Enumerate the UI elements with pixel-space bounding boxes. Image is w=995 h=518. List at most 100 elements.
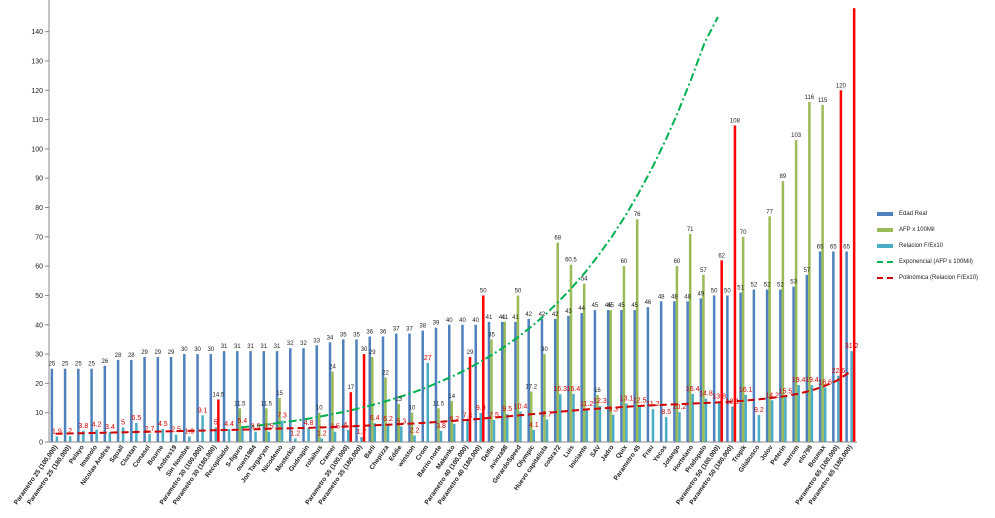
bar-0 bbox=[779, 289, 782, 442]
data-label-blue: 57 bbox=[804, 268, 811, 274]
data-label-blue: 42 bbox=[539, 312, 546, 318]
data-label-relacion: 5 bbox=[214, 419, 218, 426]
bar-3 bbox=[362, 354, 366, 442]
data-label-green: 115 bbox=[818, 98, 828, 104]
data-label-green: 60.5 bbox=[565, 258, 577, 264]
data-label-relacion: 7.7 bbox=[542, 411, 552, 418]
legend-swatch bbox=[877, 261, 893, 263]
data-label-blue: 32 bbox=[300, 341, 307, 347]
data-label-green: 15 bbox=[276, 391, 283, 397]
bar-2 bbox=[307, 427, 310, 442]
data-label-relacion: 4.2 bbox=[92, 422, 102, 429]
data-label-green: 10 bbox=[316, 406, 323, 412]
data-label-relacion: 15.5 bbox=[779, 389, 793, 396]
bar-2 bbox=[347, 429, 350, 442]
bar-1 bbox=[384, 377, 387, 442]
bar-0 bbox=[567, 315, 570, 442]
bar-0 bbox=[169, 357, 173, 442]
bar-2 bbox=[837, 375, 840, 442]
y-tick-label: 70 bbox=[35, 234, 43, 241]
bar-1 bbox=[781, 181, 785, 442]
data-label-blue: 31 bbox=[221, 344, 228, 350]
data-label-green: 11.5 bbox=[433, 401, 445, 407]
legend-item-edad-real: Edad Real bbox=[877, 206, 995, 222]
bar-0 bbox=[500, 321, 504, 442]
bar-0 bbox=[355, 339, 358, 442]
bar-0 bbox=[606, 310, 610, 442]
data-label-green: 116 bbox=[805, 95, 815, 101]
data-label-blue: 42 bbox=[552, 312, 559, 318]
bar-0 bbox=[686, 301, 689, 442]
bar-2 bbox=[174, 434, 178, 442]
bar-2 bbox=[439, 430, 443, 442]
data-label-blue: 65 bbox=[843, 244, 850, 250]
bar-2 bbox=[373, 423, 377, 442]
data-label-relacion: 13.8 bbox=[712, 394, 726, 401]
legend-swatch bbox=[877, 277, 893, 279]
data-label-relacion: 11.2 bbox=[580, 401, 593, 408]
data-label-relacion: 3.4 bbox=[105, 424, 115, 431]
data-label-blue: 32 bbox=[287, 341, 294, 347]
data-label-blue: 45 bbox=[605, 303, 612, 309]
bar-2 bbox=[82, 430, 85, 442]
bar-0 bbox=[580, 313, 583, 442]
data-label-relacion: 31,2 bbox=[845, 343, 859, 350]
bar-2 bbox=[757, 415, 761, 442]
data-label-relacion: 4.1 bbox=[529, 422, 539, 429]
data-label-blue: 45 bbox=[631, 303, 638, 309]
data-label-red: 120 bbox=[836, 83, 847, 89]
legend-swatch bbox=[877, 212, 893, 216]
data-label-relacion: 16.4 bbox=[567, 386, 581, 393]
bar-1 bbox=[675, 266, 679, 442]
bar-0 bbox=[77, 368, 80, 442]
data-label-relacion: 16.3 bbox=[553, 386, 567, 393]
bar-2 bbox=[227, 429, 231, 442]
y-tick-label: 140 bbox=[31, 29, 43, 36]
data-label-blue: 53 bbox=[790, 280, 797, 286]
x-tick-label: Jadro bbox=[600, 444, 616, 463]
bar-0 bbox=[540, 318, 544, 442]
bar-0 bbox=[368, 336, 372, 442]
data-label-blue: 49 bbox=[698, 291, 705, 297]
y-tick-label: 50 bbox=[35, 293, 43, 300]
data-label-blue: 42 bbox=[525, 312, 532, 318]
bar-1 bbox=[503, 321, 506, 442]
bar-1 bbox=[516, 295, 520, 442]
bar-1 bbox=[265, 408, 268, 442]
bar-2 bbox=[413, 435, 416, 442]
data-label-relacion: 13.1 bbox=[620, 396, 634, 403]
bar-1 bbox=[331, 371, 334, 442]
bar-1 bbox=[556, 242, 559, 442]
bar-2 bbox=[823, 387, 827, 442]
bar-0 bbox=[156, 357, 160, 442]
bar-2 bbox=[161, 428, 165, 442]
y-tick-label: 40 bbox=[35, 322, 43, 329]
bar-0 bbox=[342, 339, 345, 442]
bar-0 bbox=[289, 348, 292, 442]
bar-1 bbox=[410, 412, 414, 442]
data-label-red: 14.5 bbox=[213, 393, 225, 399]
data-label-relacion: 16.4 bbox=[686, 386, 700, 393]
bar-2 bbox=[188, 436, 191, 442]
data-label-green: 103 bbox=[791, 133, 802, 139]
bar-3 bbox=[217, 399, 220, 442]
bar-0 bbox=[659, 301, 663, 442]
bar-1 bbox=[821, 104, 824, 443]
data-label-green: 60 bbox=[674, 259, 681, 265]
data-label-red: 29 bbox=[467, 350, 474, 356]
data-label-relacion: 9.5 bbox=[502, 406, 512, 413]
data-label-green: 76 bbox=[634, 212, 641, 218]
data-label-relacion: 3.8 bbox=[436, 423, 446, 430]
data-label-relacion: 27 bbox=[424, 355, 432, 362]
data-label-relacion: 4.4 bbox=[224, 421, 234, 428]
data-label-blue: 31 bbox=[234, 344, 241, 350]
bar-0 bbox=[50, 368, 54, 442]
bar-0 bbox=[249, 351, 252, 442]
data-label-green: 57 bbox=[700, 268, 707, 274]
bar-0 bbox=[699, 298, 703, 442]
data-label-green: 11.5 bbox=[261, 401, 273, 407]
legend-label: AFP x 100Mil bbox=[899, 227, 935, 233]
data-label-blue: 25 bbox=[88, 362, 95, 368]
data-label-relacion: 8.5 bbox=[661, 409, 671, 416]
bar-2 bbox=[558, 394, 562, 442]
